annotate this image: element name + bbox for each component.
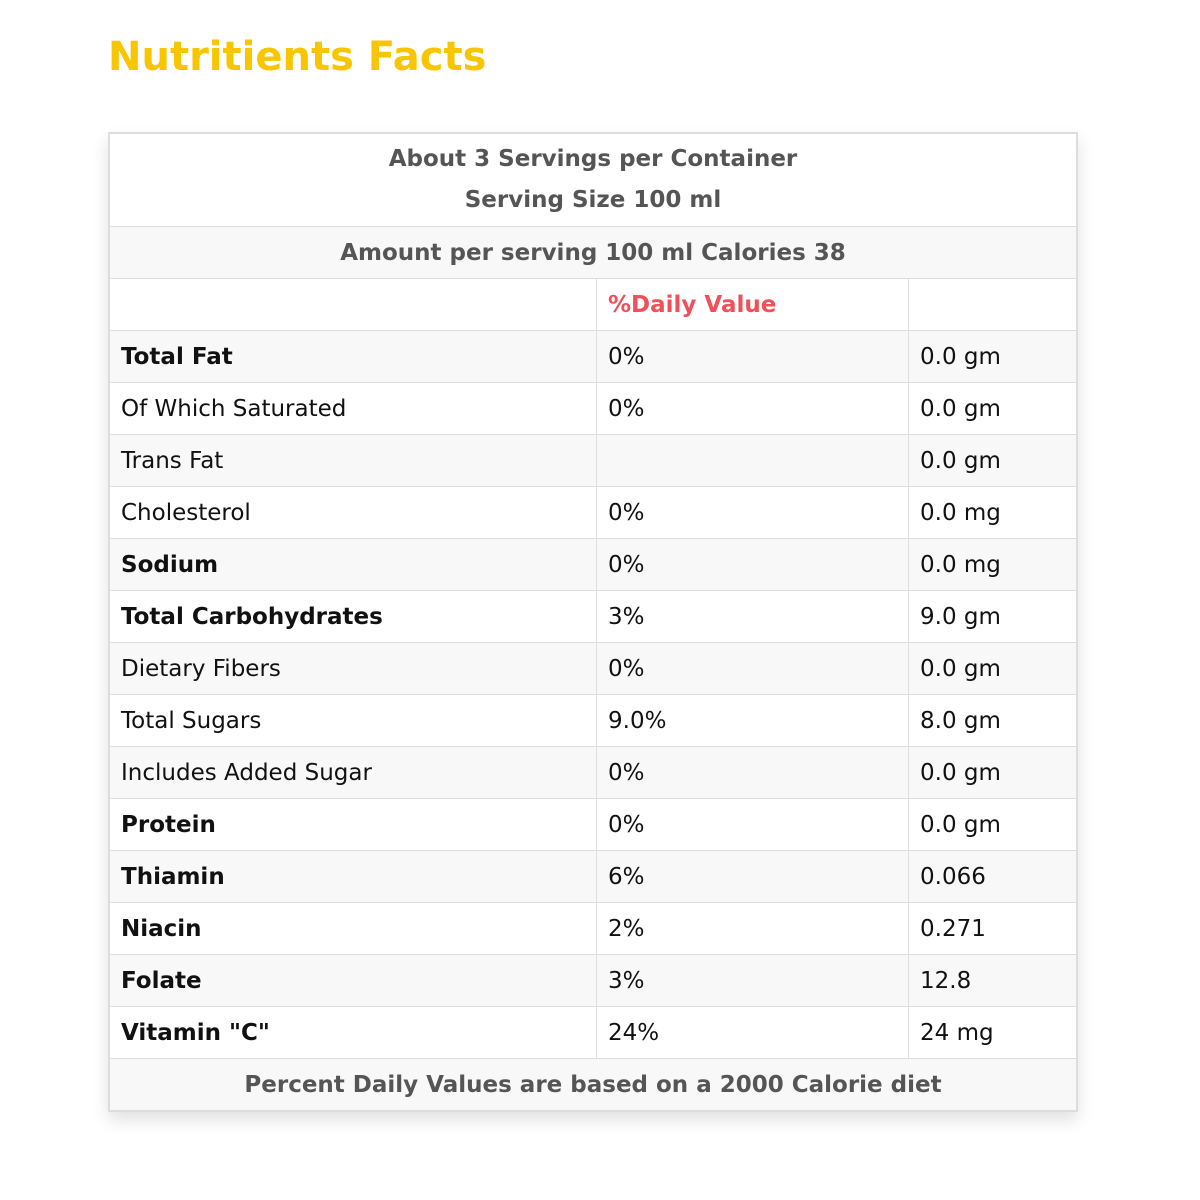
footer-note: Percent Daily Values are based on a 2000… xyxy=(109,1058,1077,1111)
daily-value: 0% xyxy=(596,746,909,799)
nutrient-row: Sodium 0% 0.0 mg xyxy=(109,538,1077,591)
nutrient-amount: 12.8 xyxy=(908,954,1077,1007)
daily-value: 0% xyxy=(596,486,909,539)
nutrient-amount: 0.066 xyxy=(908,850,1077,903)
empty-header-cell xyxy=(109,278,597,331)
nutrient-amount: 0.0 gm xyxy=(908,330,1077,383)
nutrient-row: Protein 0% 0.0 gm xyxy=(109,798,1077,851)
nutrient-name: Total Carbohydrates xyxy=(109,590,597,643)
page-title: Nutritients Facts xyxy=(108,34,487,80)
nutrient-row: Total Fat 0% 0.0 gm xyxy=(109,330,1077,383)
nutrient-amount: 0.0 gm xyxy=(908,798,1077,851)
daily-value: 9.0% xyxy=(596,694,909,747)
nutrient-amount: 9.0 gm xyxy=(908,590,1077,643)
nutrition-facts-table: About 3 Servings per Container Serving S… xyxy=(108,132,1078,1112)
nutrient-name: Includes Added Sugar xyxy=(109,746,597,799)
nutrient-amount: 8.0 gm xyxy=(908,694,1077,747)
nutrient-name: Of Which Saturated xyxy=(109,382,597,435)
nutrient-amount: 0.0 mg xyxy=(908,538,1077,591)
daily-value: 0% xyxy=(596,382,909,435)
nutrient-amount: 0.271 xyxy=(908,902,1077,955)
daily-value xyxy=(596,434,909,487)
nutrient-name: Vitamin "C" xyxy=(109,1006,597,1059)
daily-value: 0% xyxy=(596,642,909,695)
nutrient-row: Niacin 2% 0.271 xyxy=(109,902,1077,955)
nutrient-row: Total Sugars 9.0% 8.0 gm xyxy=(109,694,1077,747)
nutrient-row: Trans Fat 0.0 gm xyxy=(109,434,1077,487)
nutrient-amount: 0.0 gm xyxy=(908,746,1077,799)
amount-per-serving: Amount per serving 100 ml Calories 38 xyxy=(109,226,1077,279)
servings-per-container: About 3 Servings per Container xyxy=(388,146,798,172)
nutrient-name: Dietary Fibers xyxy=(109,642,597,695)
nutrient-name: Sodium xyxy=(109,538,597,591)
nutrient-row: Vitamin "C" 24% 24 mg xyxy=(109,1006,1077,1059)
nutrient-name: Niacin xyxy=(109,902,597,955)
nutrient-row: Thiamin 6% 0.066 xyxy=(109,850,1077,903)
daily-value: 3% xyxy=(596,590,909,643)
daily-value: 3% xyxy=(596,954,909,1007)
daily-value: 6% xyxy=(596,850,909,903)
nutrient-row: Total Carbohydrates 3% 9.0 gm xyxy=(109,590,1077,643)
nutrient-row: Cholesterol 0% 0.0 mg xyxy=(109,486,1077,539)
nutrient-row: Of Which Saturated 0% 0.0 gm xyxy=(109,382,1077,435)
daily-value: 0% xyxy=(596,330,909,383)
serving-size: Serving Size 100 ml xyxy=(464,187,722,213)
nutrient-name: Total Sugars xyxy=(109,694,597,747)
nutrient-row: Dietary Fibers 0% 0.0 gm xyxy=(109,642,1077,695)
daily-value: 2% xyxy=(596,902,909,955)
nutrient-name: Total Fat xyxy=(109,330,597,383)
nutrient-name: Folate xyxy=(109,954,597,1007)
nutrient-name: Cholesterol xyxy=(109,486,597,539)
nutrient-amount: 0.0 gm xyxy=(908,434,1077,487)
nutrient-amount: 24 mg xyxy=(908,1006,1077,1059)
daily-value: 0% xyxy=(596,798,909,851)
serving-info: About 3 Servings per Container Serving S… xyxy=(109,133,1077,227)
daily-value-header: %Daily Value xyxy=(596,278,909,331)
nutrient-amount: 0.0 gm xyxy=(908,382,1077,435)
nutrient-amount: 0.0 mg xyxy=(908,486,1077,539)
nutrient-amount: 0.0 gm xyxy=(908,642,1077,695)
nutrient-row: Folate 3% 12.8 xyxy=(109,954,1077,1007)
nutrient-row: Includes Added Sugar 0% 0.0 gm xyxy=(109,746,1077,799)
nutrient-name: Thiamin xyxy=(109,850,597,903)
nutrient-name: Trans Fat xyxy=(109,434,597,487)
daily-value: 24% xyxy=(596,1006,909,1059)
daily-value: 0% xyxy=(596,538,909,591)
empty-header-cell xyxy=(908,278,1077,331)
nutrient-name: Protein xyxy=(109,798,597,851)
